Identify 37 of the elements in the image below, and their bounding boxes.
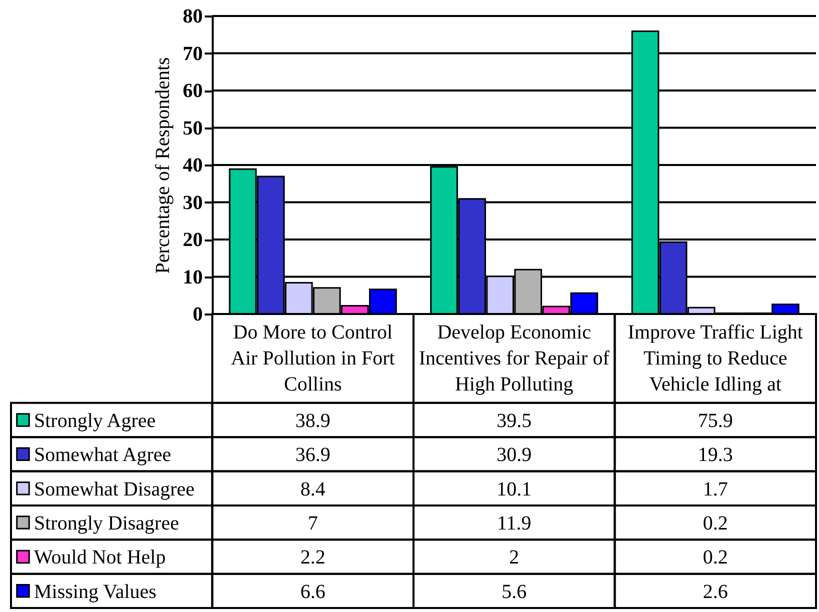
- legend-label: Somewhat Disagree: [34, 478, 195, 500]
- y-tick-label: 60: [182, 80, 203, 102]
- y-tick-label: 40: [182, 154, 203, 176]
- data-label: 0.2: [702, 512, 728, 535]
- x-tick-label: Improve Traffic Light Timing to Reduce Vehicle Idling at: [628, 321, 804, 396]
- data-label: 7: [308, 512, 318, 535]
- y-tick-label: 30: [182, 192, 203, 214]
- y-tick-label: 0: [192, 304, 203, 326]
- legend-label: Strongly Agree: [34, 410, 156, 432]
- data-label: 1.7: [702, 478, 728, 500]
- x-tick-label: Develop Economic Incentives for Repair of High Polluting: [418, 321, 610, 396]
- y-tick-label: 80: [182, 6, 203, 28]
- legend-label: Somewhat Agree: [34, 444, 172, 466]
- y-axis-title: Percentage of Respondents: [152, 56, 174, 274]
- data-label: 75.9: [698, 410, 733, 432]
- data-label: 39.5: [496, 410, 532, 432]
- y-tick-label: 70: [182, 42, 203, 65]
- legend-label: Strongly Disagree: [34, 512, 180, 535]
- x-tick-label: Do More to Control Air Pollution in Fort Collins: [230, 321, 396, 396]
- y-tick-label: 50: [182, 117, 203, 140]
- y-tick-label: 20: [182, 229, 203, 251]
- data-label: 11.9: [496, 512, 532, 535]
- data-label: 36.9: [295, 444, 330, 466]
- data-label: 6.6: [300, 580, 326, 603]
- data-label: 0.2: [702, 546, 728, 569]
- legend-label: Missing Values: [34, 580, 157, 603]
- legend-label: Would Not Help: [34, 546, 166, 569]
- y-tick-label: 10: [182, 266, 203, 288]
- data-label: 19.3: [698, 444, 733, 466]
- data-label: 10.1: [496, 478, 532, 500]
- data-label: 8.4: [300, 478, 326, 500]
- data-label: 30.9: [496, 444, 532, 466]
- data-label: 5.6: [502, 580, 527, 603]
- data-label: 2.6: [702, 580, 728, 603]
- data-label: 2.2: [300, 546, 326, 569]
- data-label: 2: [509, 546, 520, 569]
- data-label: 38.9: [295, 410, 330, 432]
